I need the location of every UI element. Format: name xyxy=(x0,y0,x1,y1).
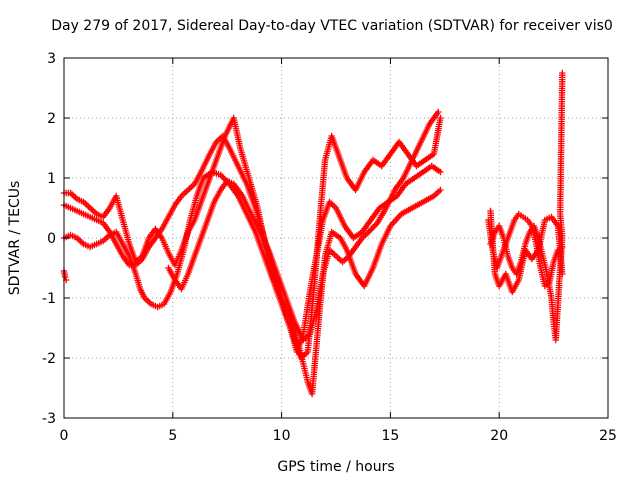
y-tick-label: 3 xyxy=(47,51,56,67)
data-point xyxy=(559,69,566,77)
x-tick-label: 10 xyxy=(273,428,291,444)
grid-lines xyxy=(64,58,608,418)
y-tick-label: -1 xyxy=(42,291,56,307)
data-point xyxy=(61,273,69,281)
data-point xyxy=(559,270,566,278)
y-axis-ticks: -3 -2 -1 0 1 2 3 xyxy=(42,51,608,427)
x-tick-label: 20 xyxy=(490,428,508,444)
x-axis-label: GPS time / hours xyxy=(277,459,394,475)
data-point xyxy=(437,168,444,176)
data-point xyxy=(437,114,444,122)
data-point xyxy=(368,225,375,233)
data-point xyxy=(369,224,377,231)
x-tick-label: 5 xyxy=(168,428,177,444)
y-tick-label: 2 xyxy=(47,111,56,127)
data-point xyxy=(371,222,378,230)
x-axis-ticks: 0 5 10 15 20 25 xyxy=(60,58,617,444)
data-point xyxy=(435,108,442,116)
data-point xyxy=(366,227,374,234)
chart-title: Day 279 of 2017, Sidereal Day-to-day VTE… xyxy=(51,18,613,34)
y-axis-label: SDTVAR / TECUs xyxy=(7,181,23,296)
x-tick-label: 0 xyxy=(60,428,69,444)
data-point xyxy=(437,186,444,194)
x-tick-label: 25 xyxy=(599,428,617,444)
x-tick-label: 15 xyxy=(381,428,399,444)
y-tick-label: 0 xyxy=(47,231,56,247)
y-tick-label: -3 xyxy=(42,411,56,427)
y-tick-label: -2 xyxy=(42,351,56,367)
y-tick-label: 1 xyxy=(47,171,56,187)
data-points xyxy=(60,69,566,398)
